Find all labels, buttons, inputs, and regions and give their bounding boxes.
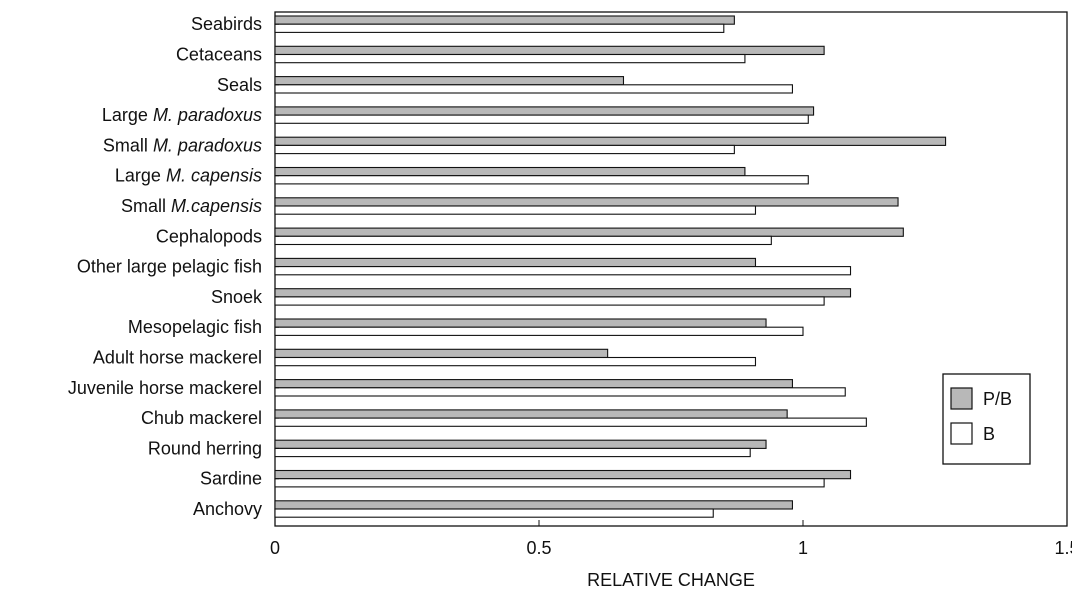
x-axis-label: RELATIVE CHANGE [587,570,755,590]
category-label-part: Round herring [148,438,262,458]
x-axis-ticks: 0 0.5 1 1.5 [270,520,1072,558]
category-label: Seals [217,75,262,95]
x-tick-label: 0.5 [526,538,551,558]
bar-b [274,235,772,246]
bar-b [274,23,725,33]
category-label-part: Adult horse mackerel [93,348,262,368]
x-tick-label: 1.5 [1054,538,1072,558]
category-label: Mesopelagic fish [128,317,262,337]
category-label-part: Large [102,105,153,125]
bar-pb [274,469,852,480]
bar-pb [274,439,767,449]
bar-b [274,175,809,185]
category-label-part: Anchovy [193,499,262,519]
bar-pb [274,45,825,56]
legend-label-pb: P/B [983,389,1012,409]
category-label: Snoek [211,287,263,307]
category-label: Round herring [148,438,262,458]
category-label: Small M.capensis [121,196,262,216]
bar-pb [274,227,904,237]
category-label: Large M. paradoxus [102,105,262,125]
category-label-part: Seabirds [191,14,262,34]
category-label: Sardine [200,469,262,489]
bar-b [274,326,804,336]
category-label-part: Sardine [200,469,262,489]
bar-b [274,296,825,306]
bar-series-group [274,15,947,518]
bar-b [274,447,751,458]
category-label-part: Small [103,135,153,155]
category-label-part: Chub mackerel [141,408,262,428]
bar-pb [274,288,852,298]
bar-pb [274,318,767,328]
bar-pb [274,136,947,146]
category-labels: Seabirds Cetaceans Seals Large M. paradoxus… [68,14,263,519]
category-label-part: Other large pelagic fish [77,257,262,277]
category-label-italic-part: M.capensis [171,196,262,216]
category-label-part: Cephalopods [156,226,262,246]
bar-pb [274,197,899,207]
bar-pb [274,106,815,116]
bar-b [274,508,714,518]
category-label-italic-part: M. paradoxus [153,105,262,125]
legend: P/B B [942,373,1031,465]
legend-swatch-b [950,422,973,445]
bar-b [274,478,825,488]
category-label: Anchovy [193,499,262,519]
x-tick-label: 1 [798,538,808,558]
category-label: Chub mackerel [141,408,262,428]
category-label: Large M. capensis [115,166,262,186]
category-label: Cetaceans [176,45,262,65]
category-label-part: Cetaceans [176,45,262,65]
category-label: Cephalopods [156,226,262,246]
bar-pb [274,379,793,389]
category-label-part: Seals [217,75,262,95]
bar-pb [274,348,609,359]
bar-pb [274,166,746,177]
bar-b [274,205,757,215]
category-label-part: Juvenile horse mackerel [68,378,262,398]
category-label: Seabirds [191,14,262,34]
bar-b [274,144,735,155]
bar-pb [274,15,735,25]
category-label-part: Snoek [211,287,263,307]
bar-pb [274,500,793,510]
category-label: Other large pelagic fish [77,257,262,277]
bar-b [274,266,852,276]
bar-pb [274,409,788,419]
legend-swatch-pb [950,387,973,410]
bar-b [274,387,846,397]
legend-label-b: B [983,424,995,444]
category-label-part: Small [121,196,171,216]
category-label: Adult horse mackerel [93,348,262,368]
category-label-part: Large [115,166,166,186]
bar-pb [274,76,625,86]
bar-b [274,356,757,367]
category-label: Juvenile horse mackerel [68,378,262,398]
category-label: Small M. paradoxus [103,135,262,155]
x-tick-label: 0 [270,538,280,558]
bar-b [274,53,746,64]
bar-pb [274,257,757,268]
category-label-part: Mesopelagic fish [128,317,262,337]
bar-b [274,84,793,94]
category-label-italic-part: M. paradoxus [153,135,262,155]
bar-b [274,114,809,124]
bar-b [274,417,867,427]
category-label-italic-part: M. capensis [166,166,262,186]
